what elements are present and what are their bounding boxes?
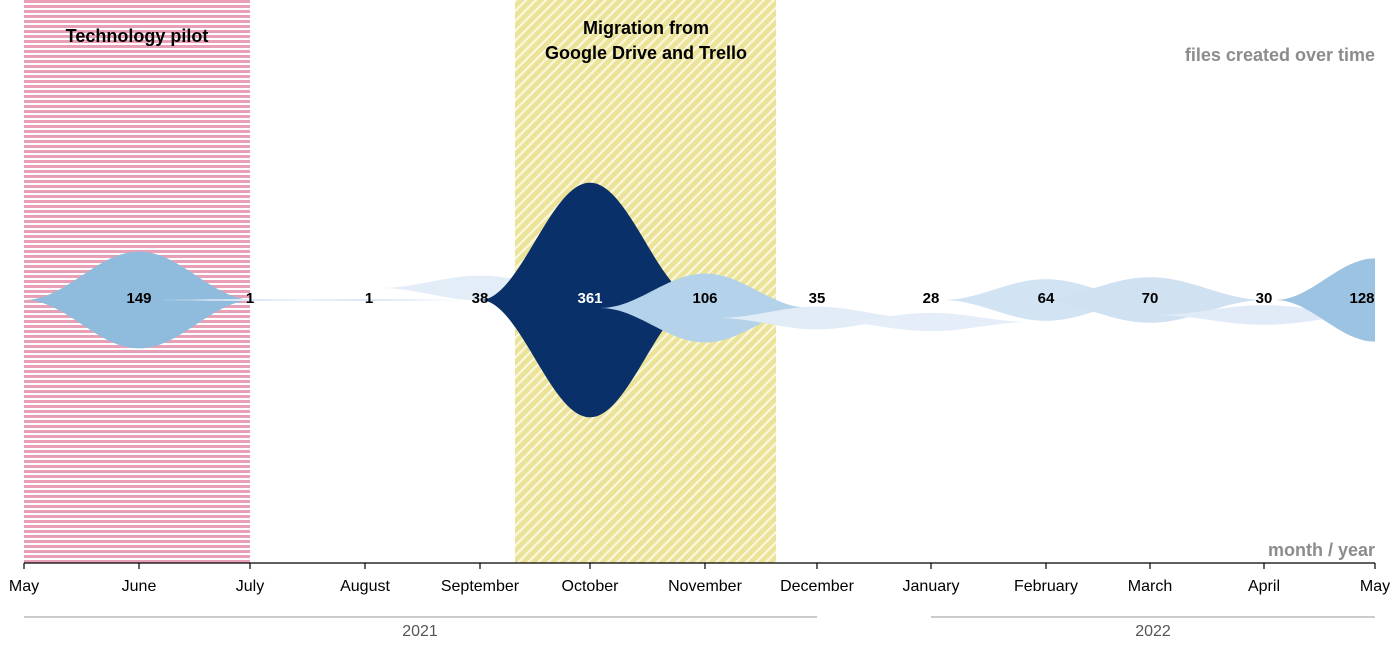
x-tick-label-november-6: November xyxy=(668,578,742,595)
x-tick-label-april-11: April xyxy=(1248,578,1280,595)
stream-august xyxy=(255,299,474,301)
x-tick-label-june-1: June xyxy=(122,578,157,595)
stream-july xyxy=(150,299,348,301)
value-label-march: 70 xyxy=(1142,290,1159,307)
x-tick-label-may-0: May xyxy=(9,578,39,595)
value-label-june: 149 xyxy=(126,290,151,307)
value-label-april: 30 xyxy=(1256,290,1273,307)
x-tick-label-february-9: February xyxy=(1014,578,1078,595)
stream-may-2022 xyxy=(1275,258,1375,342)
stream-january xyxy=(831,312,1029,332)
period-label-technology-pilot: Technology pilot xyxy=(66,26,209,46)
x-tick-label-july-2: July xyxy=(236,578,264,595)
x-tick-label-march-10: March xyxy=(1128,578,1172,595)
value-label-september: 38 xyxy=(472,290,489,307)
x-tick-label-may-12: May xyxy=(1360,578,1390,595)
period-label-migration-line2: Google Drive and Trello xyxy=(545,43,747,63)
stream-october xyxy=(480,182,699,418)
value-label-october: 361 xyxy=(577,290,602,307)
value-label-july: 1 xyxy=(246,290,254,307)
x-axis-title: month / year xyxy=(1268,540,1375,560)
value-label-february: 64 xyxy=(1038,290,1055,307)
value-label-january: 28 xyxy=(923,290,940,307)
stream-november xyxy=(600,273,810,343)
year-label-2021: 2021 xyxy=(402,623,438,640)
x-tick-label-august-3: August xyxy=(340,578,390,595)
x-tick-label-january-8: January xyxy=(903,578,960,595)
value-label-august: 1 xyxy=(365,290,373,307)
x-tick-label-october-5: October xyxy=(562,578,620,595)
value-label-december: 35 xyxy=(809,290,826,307)
period-label-migration-line1: Migration from xyxy=(583,18,709,38)
stream-june xyxy=(24,251,252,349)
value-label-november: 106 xyxy=(692,290,717,307)
x-tick-label-september-4: September xyxy=(441,578,520,595)
chart-title: files created over time xyxy=(1185,45,1375,65)
year-label-2022: 2022 xyxy=(1135,623,1171,640)
x-tick-label-december-7: December xyxy=(780,578,854,595)
value-label-may: 128 xyxy=(1349,290,1374,307)
